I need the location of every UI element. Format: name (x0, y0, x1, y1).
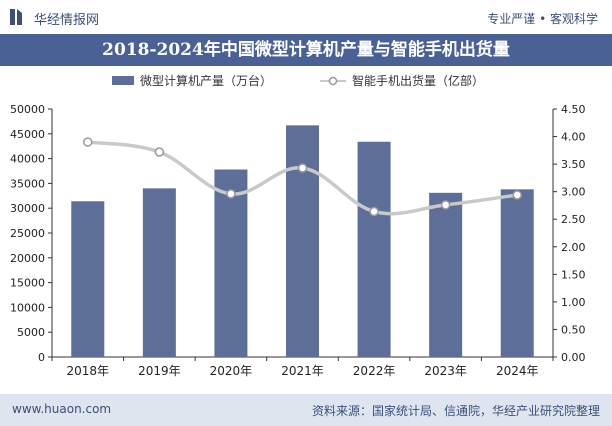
bar (357, 141, 391, 357)
line-point (83, 137, 93, 147)
y-left-tick-label: 0 (38, 351, 45, 364)
y-left-tick-label: 30000 (10, 202, 45, 215)
bar (286, 125, 319, 357)
y-right-tick-label: 3.00 (561, 186, 586, 199)
y-right-tick-label: 4.50 (561, 103, 586, 116)
x-tick-label: 2022年 (353, 364, 396, 378)
legend-bar-swatch (112, 76, 134, 85)
x-tick-label: 2019年 (138, 364, 181, 378)
legend-line-marker (328, 76, 338, 86)
line-point (440, 200, 451, 210)
tagline: 专业严谨 • 客观科学 (487, 12, 598, 26)
y-right-tick-label: 0.50 (561, 323, 586, 336)
y-right-tick-label: 2.00 (561, 241, 586, 254)
y-left-tick-label: 5000 (17, 326, 45, 339)
y-left-tick-label: 40000 (10, 153, 45, 166)
bar (142, 188, 176, 357)
legend-bar-label: 微型计算机产量（万台） (140, 73, 272, 88)
legend-line-label: 智能手机出货量（亿部） (352, 73, 484, 88)
x-tick-label: 2024年 (496, 364, 539, 378)
brand-name: 华经情报网 (34, 13, 100, 28)
y-left-tick-label: 35000 (10, 177, 45, 190)
y-left-tick-label: 10000 (10, 301, 45, 314)
line-point (154, 147, 165, 157)
y-right-tick-label: 1.00 (561, 296, 586, 309)
bar (214, 169, 248, 357)
logo-icon (10, 9, 22, 25)
bar (429, 192, 463, 357)
line-point (369, 206, 379, 217)
footer-url[interactable]: www.huaon.com (12, 402, 112, 416)
x-tick-label: 2018年 (67, 364, 110, 378)
y-right-tick-label: 3.50 (561, 158, 586, 171)
footer-bar: www.huaon.com 资料来源：国家统计局、信通院，华经产业研究院整理 (0, 394, 612, 426)
chart-title: 2018-2024年中国微型计算机产量与智能手机出货量 (102, 40, 510, 60)
y-left-tick-label: 15000 (10, 277, 45, 290)
x-tick-label: 2023年 (424, 364, 467, 378)
x-tick-label: 2020年 (210, 364, 253, 378)
header-bar: 华经情报网 专业严谨 • 客观科学 (0, 0, 612, 34)
x-tick-label: 2021年 (281, 364, 324, 378)
combo-chart: 微型计算机产量（万台） 智能手机出货量（亿部） 0 5000 10000 15000 200… (10, 73, 586, 378)
y-left-tick-label: 50000 (10, 103, 45, 116)
footer-source: 资料来源：国家统计局、信通院，华经产业研究院整理 (311, 404, 600, 418)
y-left-tick-label: 45000 (10, 128, 45, 141)
title-band: 2018-2024年中国微型计算机产量与智能手机出货量 (0, 34, 612, 66)
y-right-tick-label: 1.50 (561, 268, 586, 281)
bar (500, 189, 534, 357)
y-right-tick-label: 0.00 (561, 351, 586, 364)
line-point (226, 189, 236, 199)
chart-area: 微型计算机产量（万台） 智能手机出货量（亿部） 0 5000 10000 15000 200… (0, 66, 612, 392)
line-point (512, 190, 522, 200)
line-point (297, 163, 308, 173)
y-right-tick-label: 4.00 (561, 131, 586, 144)
y-left-tick-label: 20000 (10, 252, 45, 265)
y-right-tick-label: 2.50 (561, 213, 586, 226)
y-left-tick-label: 25000 (10, 227, 45, 240)
bar (71, 201, 105, 357)
